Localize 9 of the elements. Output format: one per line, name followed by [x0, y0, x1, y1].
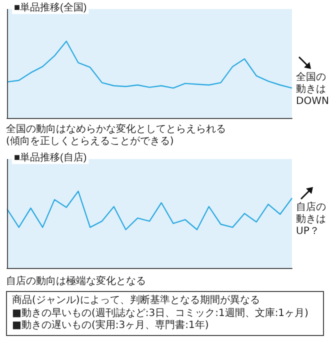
- text: 全国の動向はなめらかな変化としてとらえられる (傾向を正しくとらえることができる): [6, 124, 226, 148]
- chart-title: ■単品推移(全国): [14, 2, 87, 14]
- text: 自店の動きはUP？: [296, 202, 327, 238]
- text: 全国の動きはDOWN: [296, 72, 330, 108]
- text: 商品(ジャンル)によって、判断基準となる期間が異なる: [12, 295, 261, 307]
- chart-title: ■単品推移(自店): [14, 152, 87, 164]
- text: ■動きの早いもの(週刊誌など:3日、コミック:1週間、文庫:1ヶ月): [12, 308, 310, 320]
- text: ■動きの遅いもの(実用:3ヶ月、専門書:1年): [12, 320, 210, 332]
- text: 自店の動向は極端な変化となる: [6, 276, 146, 288]
